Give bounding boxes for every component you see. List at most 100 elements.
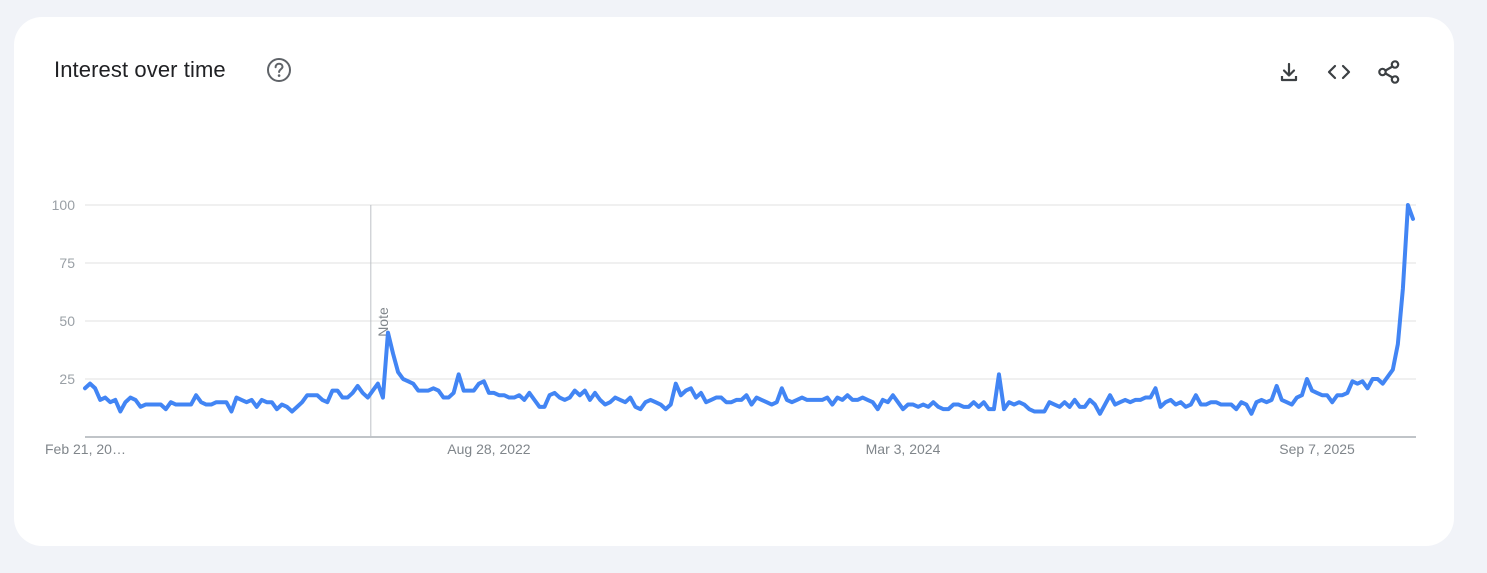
data-point[interactable] xyxy=(396,370,400,374)
data-point[interactable] xyxy=(1189,403,1193,407)
data-point[interactable] xyxy=(502,393,506,397)
data-point[interactable] xyxy=(709,398,713,402)
data-point[interactable] xyxy=(1204,403,1208,407)
data-point[interactable] xyxy=(795,398,799,402)
data-point[interactable] xyxy=(1345,391,1349,395)
data-point[interactable] xyxy=(820,398,824,402)
data-point[interactable] xyxy=(371,389,375,393)
data-point[interactable] xyxy=(1325,393,1329,397)
data-point[interactable] xyxy=(144,403,148,407)
data-point[interactable] xyxy=(886,400,890,404)
data-point[interactable] xyxy=(684,389,688,393)
data-point[interactable] xyxy=(871,400,875,404)
data-point[interactable] xyxy=(467,389,471,393)
data-point[interactable] xyxy=(1098,412,1102,416)
data-point[interactable] xyxy=(628,396,632,400)
data-point[interactable] xyxy=(1310,389,1314,393)
data-point[interactable] xyxy=(1320,393,1324,397)
data-point[interactable] xyxy=(250,398,254,402)
data-point[interactable] xyxy=(593,391,597,395)
data-point[interactable] xyxy=(1148,396,1152,400)
data-point[interactable] xyxy=(1007,400,1011,404)
data-point[interactable] xyxy=(714,396,718,400)
data-point[interactable] xyxy=(946,407,950,411)
data-point[interactable] xyxy=(245,400,249,404)
data-point[interactable] xyxy=(1270,398,1274,402)
data-point[interactable] xyxy=(1164,400,1168,404)
data-point[interactable] xyxy=(1068,405,1072,409)
data-point[interactable] xyxy=(674,382,678,386)
data-point[interactable] xyxy=(537,405,541,409)
data-point[interactable] xyxy=(699,391,703,395)
data-point[interactable] xyxy=(1088,398,1092,402)
data-point[interactable] xyxy=(447,396,451,400)
data-point[interactable] xyxy=(1179,400,1183,404)
data-point[interactable] xyxy=(810,398,814,402)
data-point[interactable] xyxy=(649,398,653,402)
data-point[interactable] xyxy=(861,396,865,400)
data-point[interactable] xyxy=(1315,391,1319,395)
data-point[interactable] xyxy=(194,393,198,397)
data-point[interactable] xyxy=(83,386,87,390)
data-point[interactable] xyxy=(436,389,440,393)
data-point[interactable] xyxy=(93,386,97,390)
data-point[interactable] xyxy=(1350,379,1354,383)
data-point[interactable] xyxy=(1032,409,1036,413)
data-point[interactable] xyxy=(1224,403,1228,407)
data-point[interactable] xyxy=(118,409,122,413)
data-point[interactable] xyxy=(128,396,132,400)
data-point[interactable] xyxy=(1214,400,1218,404)
data-point[interactable] xyxy=(305,393,309,397)
data-point[interactable] xyxy=(654,400,658,404)
data-point[interactable] xyxy=(1017,400,1021,404)
data-point[interactable] xyxy=(957,403,961,407)
data-point[interactable] xyxy=(1295,396,1299,400)
data-point[interactable] xyxy=(881,398,885,402)
data-point[interactable] xyxy=(391,351,395,355)
data-point[interactable] xyxy=(517,393,521,397)
data-point[interactable] xyxy=(558,396,562,400)
data-point[interactable] xyxy=(214,400,218,404)
data-point[interactable] xyxy=(426,389,430,393)
data-point[interactable] xyxy=(1396,342,1400,346)
data-point[interactable] xyxy=(219,400,223,404)
data-point[interactable] xyxy=(1406,203,1410,207)
data-point[interactable] xyxy=(1305,377,1309,381)
data-point[interactable] xyxy=(462,389,466,393)
data-point[interactable] xyxy=(851,398,855,402)
data-point[interactable] xyxy=(1371,377,1375,381)
data-point[interactable] xyxy=(1113,403,1117,407)
embed-icon[interactable] xyxy=(1324,57,1354,87)
data-point[interactable] xyxy=(770,403,774,407)
data-point[interactable] xyxy=(669,403,673,407)
data-point[interactable] xyxy=(1244,403,1248,407)
data-point[interactable] xyxy=(376,382,380,386)
data-point[interactable] xyxy=(335,389,339,393)
data-point[interactable] xyxy=(643,400,647,404)
data-point[interactable] xyxy=(906,403,910,407)
data-point[interactable] xyxy=(275,407,279,411)
data-point[interactable] xyxy=(724,400,728,404)
data-point[interactable] xyxy=(1037,409,1041,413)
data-point[interactable] xyxy=(1275,384,1279,388)
data-point[interactable] xyxy=(921,403,925,407)
data-point[interactable] xyxy=(573,389,577,393)
data-point[interactable] xyxy=(204,403,208,407)
data-point[interactable] xyxy=(825,396,829,400)
data-point[interactable] xyxy=(487,391,491,395)
data-point[interactable] xyxy=(911,403,915,407)
data-point[interactable] xyxy=(507,396,511,400)
data-point[interactable] xyxy=(1285,400,1289,404)
data-point[interactable] xyxy=(830,403,834,407)
data-point[interactable] xyxy=(734,398,738,402)
data-point[interactable] xyxy=(563,398,567,402)
data-point[interactable] xyxy=(1184,405,1188,409)
data-point[interactable] xyxy=(366,396,370,400)
data-point[interactable] xyxy=(457,372,461,376)
data-point[interactable] xyxy=(608,400,612,404)
data-point[interactable] xyxy=(588,398,592,402)
data-point[interactable] xyxy=(962,405,966,409)
data-point[interactable] xyxy=(346,396,350,400)
data-point[interactable] xyxy=(300,400,304,404)
data-point[interactable] xyxy=(341,396,345,400)
